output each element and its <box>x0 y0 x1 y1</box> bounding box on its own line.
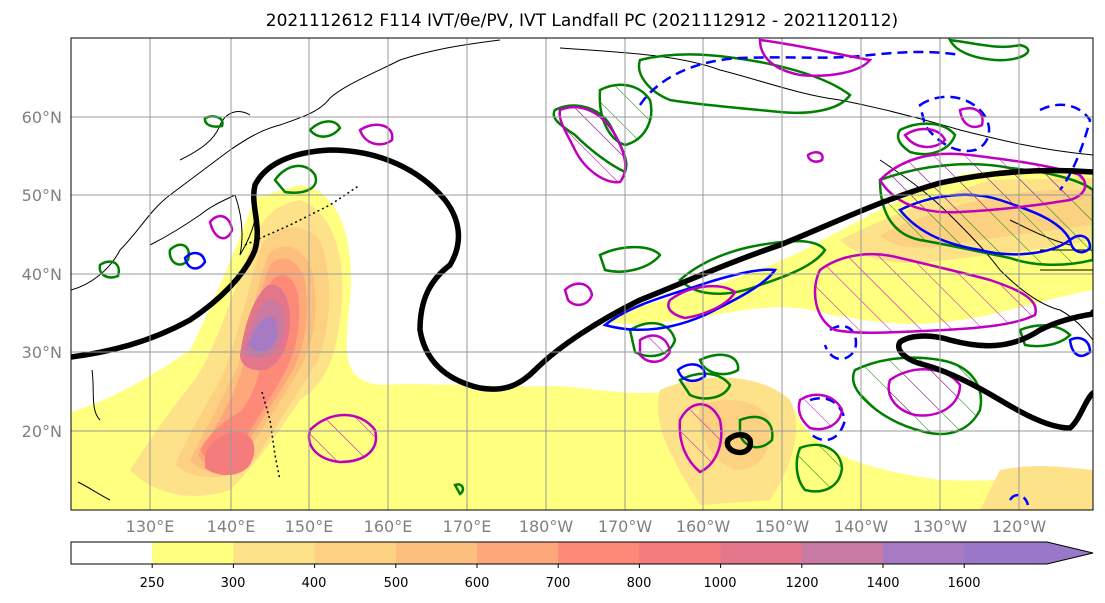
colorbar-cells <box>71 542 1093 564</box>
lon-label: 160°E <box>364 517 413 536</box>
lon-label: 170°W <box>598 517 653 536</box>
colorbar-tick-label: 1600 <box>947 576 980 591</box>
lat-label: 30°N <box>22 343 62 362</box>
colorbar-tick-label: 1200 <box>785 576 818 591</box>
colorbar-tick-label: 800 <box>627 576 652 591</box>
lon-labels: 130°E 140°E 150°E 160°E 170°E 180°W 170°… <box>126 517 1047 536</box>
map-panel <box>71 38 1093 510</box>
colorbar-ticks <box>151 564 965 568</box>
lat-label: 20°N <box>22 422 62 441</box>
lon-label: 180°W <box>519 517 574 536</box>
lon-label: 170°E <box>443 517 492 536</box>
lon-label: 120°W <box>992 517 1047 536</box>
colorbar-tick-label: 1000 <box>703 576 736 591</box>
colorbar-tick-label: 400 <box>302 576 327 591</box>
colorbar-cell <box>314 542 397 564</box>
colorbar: 250 300 400 500 600 700 800 1000 1200 14… <box>70 541 1094 591</box>
colorbar-tick-label: 250 <box>140 576 165 591</box>
colorbar-cell <box>558 542 640 564</box>
lon-label: 130°W <box>913 517 968 536</box>
colorbar-tick-label: 1400 <box>866 576 899 591</box>
colorbar-cell <box>152 542 234 564</box>
lon-label: 160°W <box>676 517 731 536</box>
lon-label: 150°E <box>285 517 334 536</box>
lat-label: 60°N <box>22 108 62 127</box>
colorbar-cell <box>639 542 722 564</box>
lon-label: 140°E <box>207 517 256 536</box>
colorbar-extend-arrow <box>964 542 1093 564</box>
colorbar-cell <box>801 542 884 564</box>
colorbar-tick-label: 600 <box>465 576 490 591</box>
lat-label: 50°N <box>22 186 62 205</box>
colorbar-tick-label: 700 <box>546 576 571 591</box>
colorbar-cell <box>395 542 478 564</box>
colorbar-cell <box>477 542 559 564</box>
colorbar-tick-label: 300 <box>221 576 246 591</box>
colorbar-cell <box>233 542 316 564</box>
lat-label: 40°N <box>22 265 62 284</box>
map-frame <box>70 37 1094 511</box>
lat-labels: 60°N 50°N 40°N 30°N 20°N <box>22 108 62 441</box>
colorbar-cell <box>720 542 803 564</box>
chart-title: 2021112612 F114 IVT/θe/PV, IVT Landfall … <box>266 11 898 31</box>
colorbar-cell <box>71 542 153 564</box>
colorbar-tick-labels: 250 300 400 500 600 700 800 1000 1200 14… <box>140 576 981 591</box>
colorbar-cell <box>883 542 965 564</box>
lon-label: 140°W <box>834 517 889 536</box>
colorbar-tick-label: 500 <box>384 576 409 591</box>
colorbar-outline <box>70 541 1094 565</box>
thick-contours <box>71 147 1093 456</box>
gridlines <box>71 38 1093 510</box>
lon-label: 130°E <box>126 517 175 536</box>
lon-label: 150°W <box>755 517 810 536</box>
